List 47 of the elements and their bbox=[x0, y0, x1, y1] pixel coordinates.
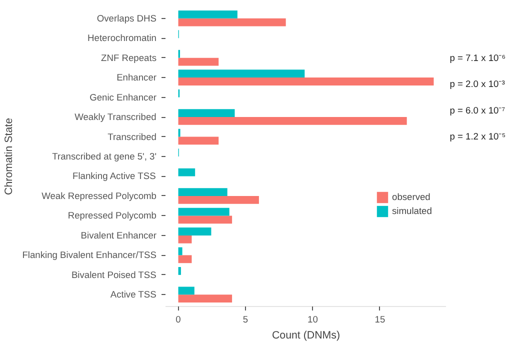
bar bbox=[178, 196, 259, 204]
legend-label: observed bbox=[392, 192, 430, 202]
y-tick-label: Active TSS bbox=[110, 290, 156, 300]
x-tick-label: 15 bbox=[374, 314, 386, 324]
y-tick-label: Transcribed at gene 5', 3' bbox=[52, 152, 157, 162]
bar bbox=[178, 188, 228, 196]
bar bbox=[178, 286, 194, 295]
y-tick-label: Weakly Transcribed bbox=[74, 112, 156, 122]
y-tick-label: Bivalent Enhancer bbox=[80, 230, 157, 240]
y-tick-label: ZNF Repeats bbox=[101, 52, 157, 63]
bar bbox=[178, 10, 238, 18]
bar bbox=[178, 136, 219, 145]
y-tick-label: Bivalent Poised TSS bbox=[71, 270, 156, 280]
bar bbox=[178, 70, 305, 78]
y-tick-label: Enhancer bbox=[116, 72, 157, 83]
bar bbox=[178, 294, 232, 303]
x-axis-title: Count (DNMs) bbox=[272, 330, 340, 342]
bar bbox=[178, 216, 232, 224]
bar bbox=[178, 228, 212, 236]
text: p = 1.2 x 10⁻⁵ bbox=[450, 132, 506, 142]
bar bbox=[178, 168, 196, 176]
bar bbox=[178, 235, 192, 244]
bar bbox=[178, 58, 219, 66]
text: p = 2.0 x 10⁻³ bbox=[450, 79, 505, 90]
y-tick-label: Genic Enhancer bbox=[90, 92, 157, 102]
y-tick-label: Transcribed bbox=[108, 132, 156, 142]
legend-label: simulated bbox=[392, 206, 432, 216]
text: p = 6.0 x 10⁻⁷ bbox=[450, 105, 506, 116]
x-tick-label: 5 bbox=[242, 314, 248, 324]
y-tick-label: Flanking Bivalent Enhancer/TSS bbox=[22, 250, 157, 260]
bar bbox=[178, 208, 230, 216]
x-tick-label: 10 bbox=[308, 314, 318, 324]
bar bbox=[178, 267, 181, 275]
bar bbox=[178, 255, 192, 264]
y-tick-label: Repressed Polycomb bbox=[68, 210, 157, 221]
bar bbox=[178, 247, 182, 256]
bar bbox=[178, 109, 235, 118]
y-tick-label: Heterochromatin bbox=[88, 33, 157, 44]
x-tick-label: 0 bbox=[176, 314, 181, 324]
y-tick-label: Overlaps DHS bbox=[96, 13, 157, 24]
y-tick-label: Flanking Active TSS bbox=[72, 171, 156, 182]
y-axis-title: Chromatin State bbox=[3, 118, 16, 195]
bar bbox=[178, 78, 434, 86]
bar bbox=[178, 18, 286, 26]
text: p = 7.1 x 10⁻⁶ bbox=[450, 52, 506, 63]
bar bbox=[178, 117, 407, 125]
y-tick-label: Weak Repressed Polycomb bbox=[42, 190, 157, 201]
